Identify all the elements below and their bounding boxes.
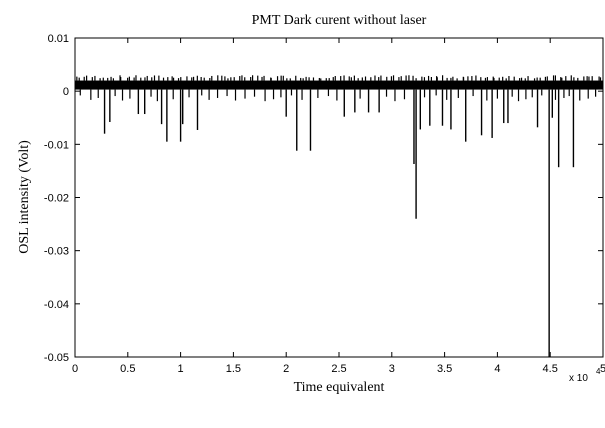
x-tick-label: 4 <box>494 363 500 375</box>
x-tick-label: 0.5 <box>120 363 135 375</box>
x-tick-label: 0 <box>72 363 78 375</box>
plot-area: 0 0.5 1 1.5 2 2.5 3 3.5 4 4.5 5 0.01 0 -0.01 -0.02 -0.… <box>44 33 605 375</box>
y-tick-label: -0.01 <box>44 139 69 151</box>
y-tick-label: 0 <box>63 86 69 98</box>
plot-frame <box>74 37 604 358</box>
x-tick-label: 1 <box>178 363 184 375</box>
x-tick-label: 1.5 <box>226 363 241 375</box>
x-tick-label: 2.5 <box>331 363 346 375</box>
y-tick-label: -0.04 <box>44 299 69 311</box>
chart-title: PMT Dark curent without laser <box>252 13 427 28</box>
x-tick-label: 3 <box>389 363 395 375</box>
baseline-band <box>75 80 603 90</box>
x-axis-label: Time equivalent <box>294 380 385 395</box>
y-axis-label: OSL intensity (Volt) <box>17 140 32 254</box>
x-axis-ticks: 0 0.5 1 1.5 2 2.5 3 3.5 4 4.5 5 <box>72 38 605 375</box>
x-axis-multiplier: x 10 <box>569 373 588 384</box>
y-tick-label: -0.05 <box>44 352 69 364</box>
x-axis-multiplier-exponent: 4 <box>596 367 601 376</box>
y-tick-label: -0.02 <box>44 193 69 205</box>
x-tick-label: 5 <box>600 363 605 375</box>
series-osl-intensity <box>75 75 603 357</box>
x-tick-label: 4.5 <box>543 363 558 375</box>
y-axis-ticks: 0.01 0 -0.01 -0.02 -0.03 -0.04 -0.05 <box>44 33 603 364</box>
x-tick-label: 2 <box>283 363 289 375</box>
y-tick-label: -0.03 <box>44 246 69 258</box>
x-tick-label: 3.5 <box>437 363 452 375</box>
y-tick-label: 0.01 <box>48 33 69 45</box>
